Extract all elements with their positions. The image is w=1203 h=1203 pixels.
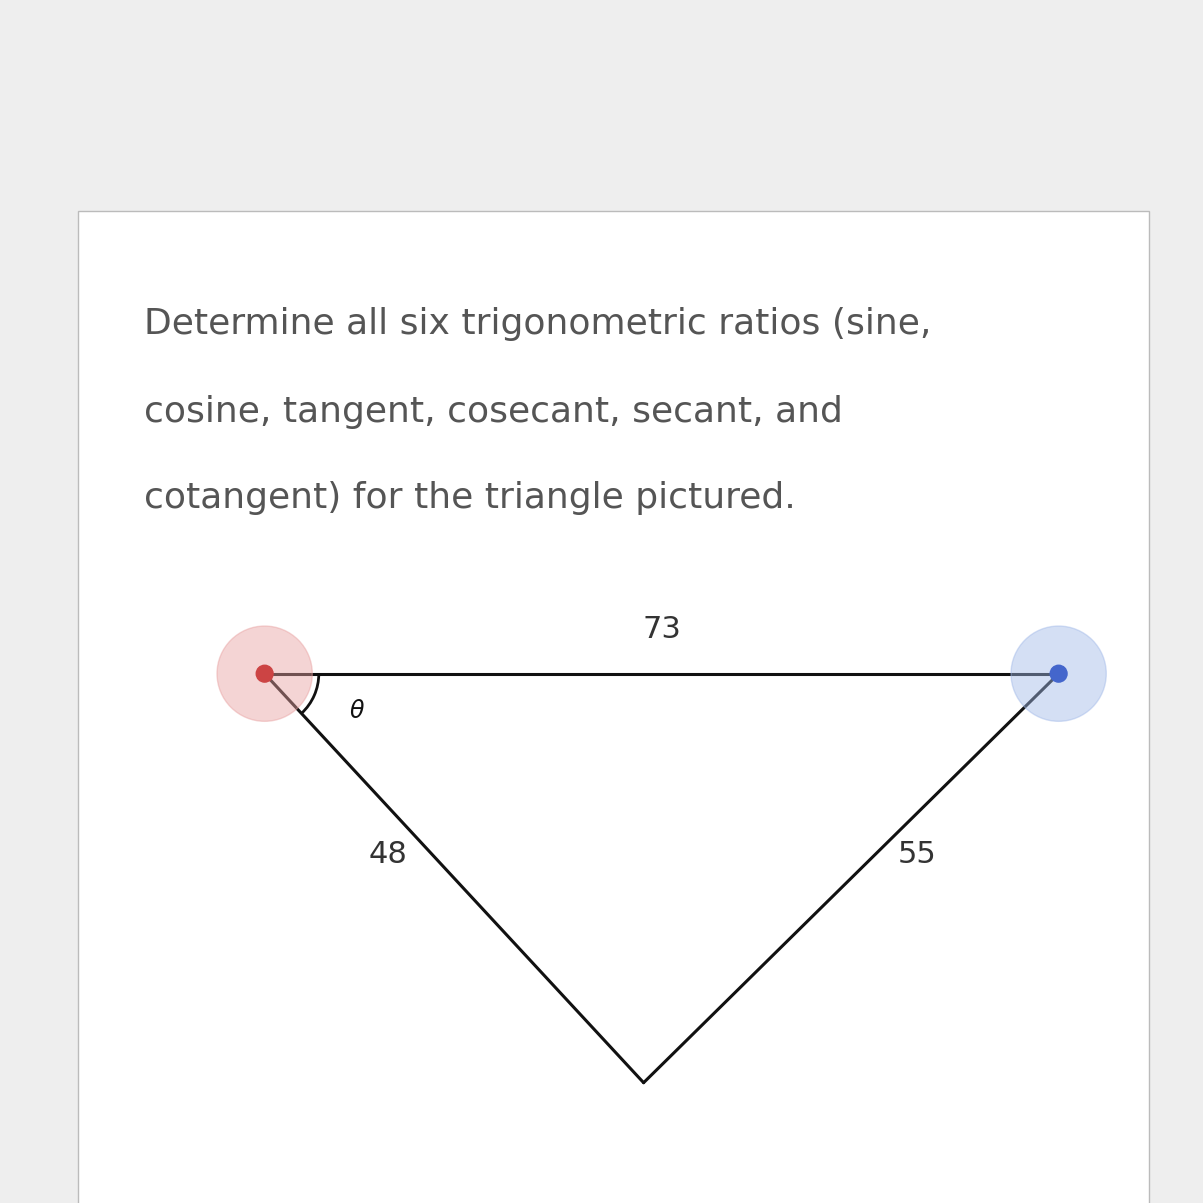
Circle shape xyxy=(1050,665,1067,682)
Circle shape xyxy=(217,626,313,722)
Text: cosine, tangent, cosecant, secant, and: cosine, tangent, cosecant, secant, and xyxy=(144,395,843,428)
Bar xyxy=(78,211,1149,1203)
Text: $\theta$: $\theta$ xyxy=(349,699,365,723)
Text: 73: 73 xyxy=(642,615,681,644)
Text: 55: 55 xyxy=(897,840,937,869)
Text: Determine all six trigonometric ratios (sine,: Determine all six trigonometric ratios (… xyxy=(144,307,932,340)
Text: cotangent) for the triangle pictured.: cotangent) for the triangle pictured. xyxy=(144,481,796,515)
Text: 48: 48 xyxy=(368,840,408,869)
Circle shape xyxy=(256,665,273,682)
Circle shape xyxy=(1011,626,1107,722)
